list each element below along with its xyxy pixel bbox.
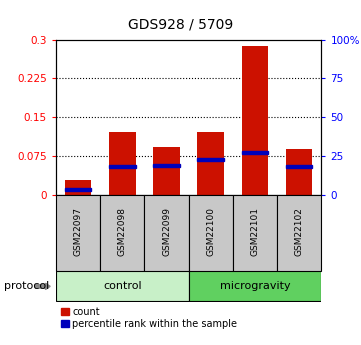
Text: GSM22099: GSM22099 xyxy=(162,207,171,256)
Bar xyxy=(56,272,188,301)
Bar xyxy=(109,132,136,195)
Bar xyxy=(100,195,144,271)
Text: control: control xyxy=(103,282,142,291)
Text: GDS928 / 5709: GDS928 / 5709 xyxy=(128,17,233,31)
Bar xyxy=(286,165,313,168)
Bar xyxy=(197,158,224,161)
Bar xyxy=(153,164,180,167)
Bar xyxy=(286,149,313,195)
Text: GSM22101: GSM22101 xyxy=(251,207,260,256)
Bar xyxy=(242,47,268,195)
Bar xyxy=(65,180,91,195)
Bar xyxy=(188,195,233,271)
Bar xyxy=(153,147,180,195)
Bar xyxy=(144,195,188,271)
Text: GSM22098: GSM22098 xyxy=(118,207,127,256)
Bar xyxy=(188,272,321,301)
Text: GSM22100: GSM22100 xyxy=(206,207,215,256)
Text: GSM22102: GSM22102 xyxy=(295,207,304,256)
Bar xyxy=(65,188,91,191)
Bar xyxy=(109,165,136,168)
Bar xyxy=(56,195,100,271)
Text: microgravity: microgravity xyxy=(219,282,290,291)
Bar xyxy=(197,132,224,195)
Bar xyxy=(277,195,321,271)
Text: GSM22097: GSM22097 xyxy=(74,207,83,256)
Bar xyxy=(233,195,277,271)
Legend: count, percentile rank within the sample: count, percentile rank within the sample xyxy=(61,307,238,329)
Bar xyxy=(242,151,268,154)
Text: protocol: protocol xyxy=(4,282,49,291)
